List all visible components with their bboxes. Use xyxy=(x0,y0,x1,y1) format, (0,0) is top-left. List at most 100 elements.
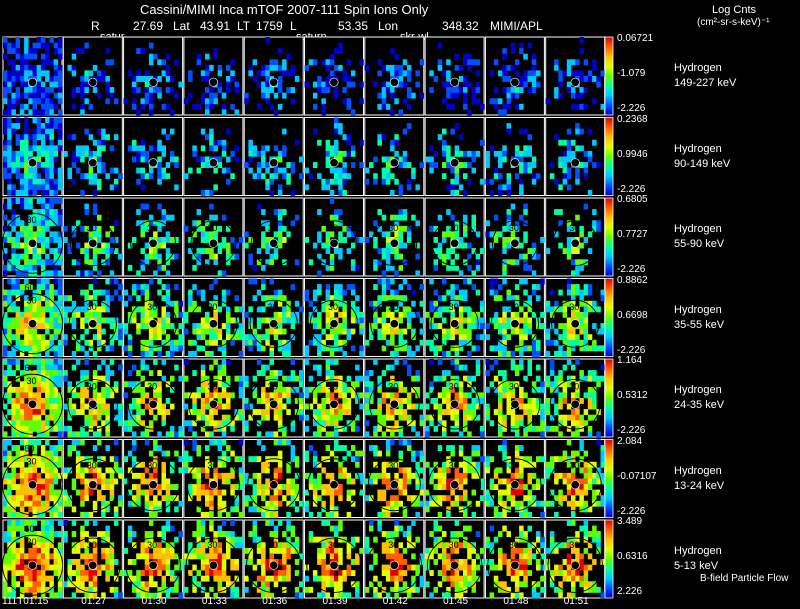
pixel xyxy=(437,375,443,382)
pixel xyxy=(40,398,46,404)
pixel xyxy=(11,306,16,313)
pixel xyxy=(286,392,291,399)
pixel xyxy=(132,403,137,410)
pixel xyxy=(554,425,559,432)
pixel xyxy=(252,506,258,513)
pixel xyxy=(334,328,339,335)
planet-marker xyxy=(510,319,520,329)
pixel xyxy=(325,150,331,157)
pixel xyxy=(7,237,12,243)
pixel xyxy=(485,178,490,185)
pixel xyxy=(24,511,29,518)
pixel xyxy=(286,484,291,490)
pixel xyxy=(381,420,387,427)
pixel xyxy=(502,248,507,254)
pixel xyxy=(294,484,300,490)
pixel xyxy=(157,381,162,388)
pixel xyxy=(442,70,447,77)
pixel xyxy=(165,295,171,302)
pixel xyxy=(471,409,476,415)
pixel xyxy=(80,403,85,410)
pixel xyxy=(209,511,214,518)
pixel xyxy=(575,431,580,438)
pixel xyxy=(113,328,119,335)
pixel xyxy=(36,506,42,513)
pixel xyxy=(148,214,154,221)
pixel xyxy=(40,220,46,227)
pixel xyxy=(596,225,601,232)
pixel xyxy=(450,103,455,110)
colorbar xyxy=(604,278,614,357)
pixel xyxy=(19,139,25,146)
contour-label: 30 xyxy=(87,223,97,233)
pixel xyxy=(493,98,499,105)
pixel xyxy=(536,295,541,302)
pixel xyxy=(419,467,425,474)
pixel xyxy=(510,472,516,479)
pixel xyxy=(342,225,347,232)
pixel xyxy=(554,403,559,410)
contour-label: 30 xyxy=(147,302,157,312)
pixel xyxy=(493,289,499,296)
pixel xyxy=(442,386,447,393)
pixel xyxy=(312,392,318,399)
pixel xyxy=(510,350,516,357)
pixel xyxy=(523,53,528,60)
pixel xyxy=(346,150,352,157)
pixel xyxy=(24,375,29,382)
pixel xyxy=(587,306,593,313)
pixel xyxy=(523,403,528,410)
pixel xyxy=(402,339,408,346)
pixel xyxy=(463,467,468,474)
pixel xyxy=(531,248,537,254)
pixel xyxy=(144,500,150,507)
pixel xyxy=(109,478,115,485)
pixel xyxy=(531,461,537,468)
pixel xyxy=(364,381,370,388)
pixel xyxy=(282,328,287,335)
pixel-group xyxy=(485,123,541,196)
pixel xyxy=(57,328,63,335)
pixel xyxy=(234,328,239,335)
pixel xyxy=(57,409,63,415)
planet-marker xyxy=(570,238,580,248)
pixel xyxy=(221,242,227,249)
pixel xyxy=(286,461,291,468)
pixel xyxy=(442,375,447,382)
pixel xyxy=(45,253,50,260)
pixel xyxy=(406,403,412,410)
pixel xyxy=(519,156,524,163)
pixel xyxy=(554,209,559,215)
pixel xyxy=(338,237,343,243)
pixel xyxy=(571,409,576,415)
pixel xyxy=(19,289,25,296)
pixel xyxy=(540,511,545,518)
pixel xyxy=(334,289,339,296)
pixel xyxy=(49,59,54,66)
pixel xyxy=(57,317,63,324)
pixel xyxy=(200,370,206,376)
pixel xyxy=(140,289,145,296)
pixel xyxy=(458,323,464,329)
pixel xyxy=(489,284,495,290)
pixel xyxy=(519,184,524,191)
pixel xyxy=(463,242,468,249)
pixel xyxy=(265,414,270,421)
pixel xyxy=(579,398,584,404)
pixel xyxy=(398,484,403,490)
pixel xyxy=(3,117,8,124)
pixel xyxy=(304,237,309,243)
pixel xyxy=(144,478,150,485)
pixel xyxy=(192,150,197,157)
pixel xyxy=(510,500,516,507)
pixel xyxy=(53,209,59,215)
pixel xyxy=(273,431,279,438)
pixel xyxy=(11,242,16,249)
pixel xyxy=(519,81,524,88)
pixel xyxy=(338,311,343,318)
pixel xyxy=(256,370,262,376)
pixel xyxy=(458,478,464,485)
pixel xyxy=(40,445,46,451)
pixel xyxy=(226,156,231,163)
pixel xyxy=(196,484,201,490)
